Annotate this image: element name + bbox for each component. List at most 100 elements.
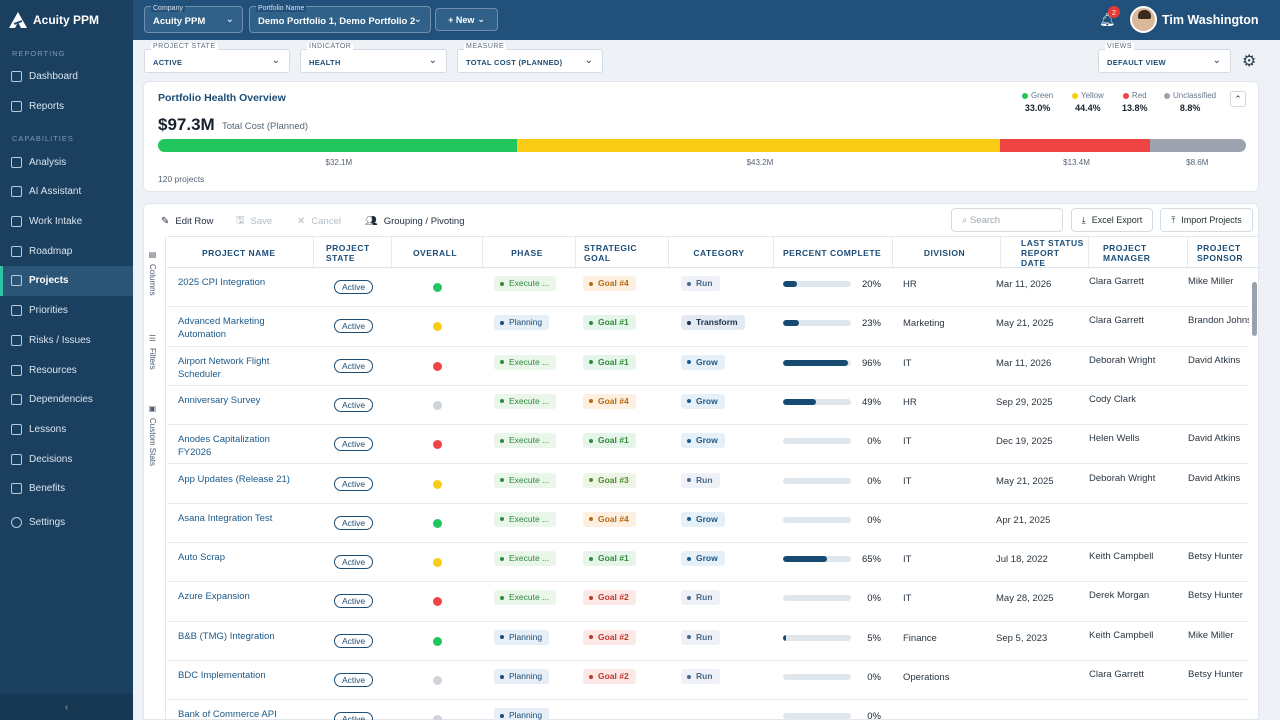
project-name-link[interactable]: Anodes Capitalization FY2026 — [178, 434, 270, 459]
column-header[interactable]: LAST STATUS REPORT DATE — [1001, 237, 1089, 269]
table-row[interactable]: App Updates (Release 21) Active Execute ..… — [167, 465, 1249, 504]
sidebar-item-decisions[interactable]: Decisions — [0, 444, 133, 474]
table-row[interactable]: Azure Expansion Active Execute ... Goal #2 R… — [167, 582, 1249, 622]
project-sponsor-cell: David Atkins — [1188, 433, 1241, 445]
overall-health-dot — [433, 636, 442, 646]
health-segment-unclassified[interactable] — [1150, 139, 1246, 152]
sidebar-item-ai-assistant[interactable]: AI Assistant — [0, 177, 133, 207]
table-row[interactable]: BDC Implementation Active Planning Goal #2 R… — [167, 661, 1249, 701]
column-header[interactable]: PERCENT COMPLETE — [774, 237, 893, 269]
table-row[interactable]: Advanced Marketing Automation Active Plann… — [167, 307, 1249, 347]
sidebar-item-analysis[interactable]: Analysis — [0, 147, 133, 177]
percent-complete-fill — [783, 320, 799, 327]
project-name-link[interactable]: BDC Implementation — [178, 670, 266, 681]
project-name-link[interactable]: App Updates (Release 21) — [178, 473, 290, 485]
phase-chip: Execute ... — [494, 276, 557, 291]
views-value: DEFAULT VIEW — [1107, 58, 1166, 67]
percent-complete-bar — [783, 595, 851, 602]
table-row[interactable]: 2025 CPI Integration Active Execute ... Goa… — [167, 268, 1249, 308]
column-header[interactable]: DIVISION — [893, 237, 1001, 269]
phase-chip: Execute ... — [494, 551, 557, 567]
health-segment-red[interactable] — [1000, 139, 1151, 152]
project-name-link[interactable]: Anniversary Survey — [178, 394, 261, 406]
sidebar-item-priorities[interactable]: Priorities — [0, 296, 133, 326]
excel-export-label: Excel Export — [1091, 215, 1143, 225]
scrollbar-thumb[interactable] — [1252, 282, 1257, 336]
project-name-link[interactable]: Airport Network Flight Scheduler — [178, 355, 270, 380]
sidebar-item-dashboard[interactable]: Dashboard — [0, 62, 133, 92]
project-sponsor-cell: David Atkins — [1188, 354, 1241, 366]
app-logo[interactable]: Acuity PPM — [0, 0, 133, 40]
user-name[interactable]: Tim Washington — [1162, 13, 1259, 27]
notifications-bell-icon[interactable]: 🔔︎ 2 — [1099, 6, 1120, 28]
avatar[interactable] — [1130, 6, 1157, 33]
health-segment-green[interactable] — [158, 139, 518, 152]
table-row[interactable]: Asana Integration Test Active Execute ... G… — [167, 504, 1249, 544]
sidebar-item-dependencies[interactable]: Dependencies — [0, 385, 133, 415]
sidebar-item-risks-issues[interactable]: Risks / Issues — [0, 326, 133, 356]
collapse-sidebar-button[interactable]: ‹ — [0, 694, 133, 720]
project-manager-cell: Helen Wells — [1089, 433, 1140, 445]
project-sponsor-cell: David Atkins — [1188, 472, 1241, 484]
column-header[interactable]: PROJECT MANAGER — [1089, 237, 1188, 269]
project-name-link[interactable]: Bank of Commerce API — [178, 709, 277, 720]
cancel-button[interactable]: ✕ Cancel — [297, 214, 341, 228]
table-row[interactable]: Bank of Commerce API Active Planning 0% — [167, 700, 1249, 720]
sidebar-item-reports[interactable]: Reports — [0, 92, 133, 122]
sidebar-item-projects[interactable]: Projects — [0, 266, 133, 296]
excel-export-button[interactable]: ⤓ Excel Export — [1071, 208, 1153, 232]
settings-gear-icon[interactable]: ⚙ — [1242, 53, 1257, 70]
project-name-link[interactable]: Azure Expansion — [178, 591, 250, 603]
chevron-up-icon[interactable]: ⌃ — [1230, 91, 1246, 107]
column-header[interactable]: OVERALL — [392, 237, 483, 269]
table-row[interactable]: B&B (TMG) Integration Active Planning Goal … — [167, 622, 1249, 661]
percent-complete-bar — [783, 438, 851, 445]
project-name-link[interactable]: Auto Scrap — [178, 552, 225, 564]
sidebar-item-lessons[interactable]: Lessons — [0, 415, 133, 445]
portfolio-select[interactable]: Portfolio Name Demo Portfolio 1, Demo Po… — [249, 5, 431, 33]
search-input[interactable]: ⌕ Search — [951, 208, 1063, 232]
column-header[interactable]: PROJECT SPONSOR — [1197, 243, 1244, 263]
project-name-link[interactable]: Asana Integration Test — [178, 512, 273, 524]
legend-item-yellow: Yellow 44.4% — [1072, 91, 1104, 113]
sidebar-item-roadmap[interactable]: Roadmap — [0, 236, 133, 266]
measure-select[interactable]: MEASURE TOTAL COST (PLANNED) ⌄ — [457, 43, 603, 73]
views-select[interactable]: VIEWS DEFAULT VIEW ⌄ — [1098, 43, 1231, 73]
percent-complete-fill — [783, 281, 797, 287]
column-header[interactable]: PROJECT NAME — [167, 237, 314, 269]
table-row[interactable]: Airport Network Flight Scheduler Active Ex… — [167, 347, 1249, 386]
division-cell: HR — [903, 396, 917, 408]
custom-stats-tab[interactable]: ▣ Custom Stats — [148, 404, 157, 466]
grouping-pivoting-button[interactable]: 👥︎ Grouping / Pivoting — [365, 214, 465, 228]
filters-tab[interactable]: ☰ Filters — [148, 334, 157, 370]
project-state-select[interactable]: PROJECT STATE ACTIVE ⌄ — [144, 43, 290, 73]
sidebar-item-settings[interactable]: Settings — [0, 508, 133, 538]
vertical-scrollbar[interactable] — [1250, 268, 1258, 720]
status-date-cell: May 28, 2025 — [996, 593, 1054, 605]
sidebar-item-benefits[interactable]: Benefits — [0, 474, 133, 504]
project-name-link[interactable]: 2025 CPI Integration — [178, 277, 266, 288]
column-header[interactable]: PHASE — [483, 237, 576, 269]
new-button[interactable]: + New ⌄ — [435, 8, 498, 31]
legend-label: Unclassified — [1173, 91, 1217, 100]
table-row[interactable]: Anodes Capitalization FY2026 Active Execut… — [167, 425, 1249, 465]
percent-complete-value: 49% — [861, 396, 881, 408]
column-header[interactable]: CATEGORY — [669, 237, 774, 269]
sidebar-item-work-intake[interactable]: Work Intake — [0, 207, 133, 237]
save-button[interactable]: 🖫︎ Save — [236, 214, 272, 228]
column-header[interactable]: PROJECT STATE — [314, 237, 392, 269]
project-name-link[interactable]: B&B (TMG) Integration — [178, 630, 275, 642]
gear-icon — [11, 516, 22, 528]
columns-tab[interactable]: ▤ Columns — [148, 250, 157, 296]
company-select[interactable]: Company Acuity PPM ⌄ — [144, 5, 243, 33]
import-projects-button[interactable]: ⤒ Import Projects — [1160, 208, 1253, 232]
column-header[interactable]: STRATEGIC GOAL — [576, 237, 669, 269]
edit-row-button[interactable]: ✎ Edit Row — [161, 214, 213, 228]
table-row[interactable]: Anniversary Survey Active Execute ... Goal … — [167, 386, 1249, 426]
project-manager-cell: Deborah Wright — [1089, 472, 1156, 484]
table-row[interactable]: Auto Scrap Active Execute ... Goal #1 Grow 65… — [167, 543, 1249, 583]
health-segment-yellow[interactable] — [517, 139, 1001, 152]
project-name-link[interactable]: Advanced Marketing Automation — [178, 316, 265, 341]
sidebar-item-resources[interactable]: Resources — [0, 355, 133, 385]
indicator-select[interactable]: INDICATOR HEALTH ⌄ — [300, 43, 447, 73]
